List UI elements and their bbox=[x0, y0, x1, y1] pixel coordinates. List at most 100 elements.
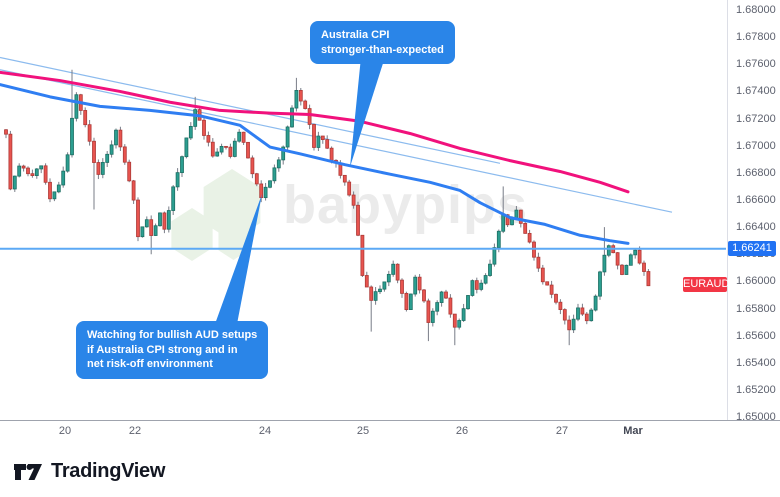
candle-down bbox=[329, 147, 334, 161]
callout-text-line: stronger-than-expected bbox=[321, 43, 444, 56]
candle-up bbox=[193, 109, 198, 127]
candle-down bbox=[646, 271, 651, 287]
symbol-price-badge: EURAUD bbox=[683, 276, 730, 292]
ma-pink[interactable] bbox=[0, 70, 630, 194]
time-axis-label: 26 bbox=[455, 425, 469, 437]
price-axis-label: 1.67600 bbox=[736, 58, 776, 71]
candle-down bbox=[620, 264, 624, 275]
price-axis-label: 1.66400 bbox=[736, 221, 776, 234]
candle-up bbox=[105, 153, 110, 163]
horizontal-line-price-badge[interactable]: 1.66241 bbox=[728, 241, 776, 257]
candle-up bbox=[457, 320, 462, 328]
time-axis-label: 20 bbox=[58, 425, 72, 437]
candle-down bbox=[162, 212, 167, 230]
candle-up bbox=[514, 209, 519, 219]
candle-up bbox=[606, 245, 611, 256]
price-axis-label: 1.67800 bbox=[736, 31, 776, 44]
price-axis-label: 1.65000 bbox=[736, 411, 776, 424]
candle-down bbox=[351, 194, 356, 206]
candle-up bbox=[413, 276, 418, 295]
candle-up bbox=[593, 295, 598, 311]
candle-down bbox=[48, 181, 52, 200]
candle-up bbox=[294, 90, 299, 109]
candle-down bbox=[303, 100, 308, 109]
candle-down bbox=[356, 204, 360, 236]
candle-up bbox=[215, 151, 220, 157]
candle-up bbox=[65, 154, 70, 172]
lower-trendline[interactable] bbox=[0, 69, 673, 213]
candle-up bbox=[34, 168, 39, 176]
candle-down bbox=[615, 252, 620, 266]
callout-australia-cpi[interactable]: Australia CPI stronger-than-expected bbox=[310, 21, 455, 65]
ma-blue[interactable] bbox=[0, 83, 630, 245]
candle-up bbox=[114, 129, 118, 146]
tradingview-logo[interactable]: TradingView bbox=[12, 458, 165, 484]
candle-down bbox=[87, 124, 92, 142]
candle-down bbox=[83, 110, 88, 126]
callout-watching-aud-setups[interactable]: Watching for bullish AUD setups if Austr… bbox=[76, 321, 269, 379]
candlestick-series[interactable] bbox=[4, 69, 651, 346]
callout-text-line: net risk-off environment bbox=[87, 358, 213, 371]
candle-up bbox=[483, 275, 488, 284]
tradingview-wordmark: TradingView bbox=[51, 459, 166, 482]
candle-up bbox=[479, 282, 484, 290]
time-axis-label: 25 bbox=[356, 425, 370, 437]
chart-pane[interactable]: babypips 1.68000 1.67800 1.67600 1.67400 1.6… bbox=[0, 0, 780, 445]
price-axis-label: 1.65200 bbox=[736, 383, 776, 396]
candle-down bbox=[554, 293, 558, 303]
candle-up bbox=[373, 291, 378, 301]
candle-down bbox=[8, 133, 13, 190]
candle-up bbox=[496, 230, 501, 248]
candle-up bbox=[276, 159, 281, 169]
candle-down bbox=[4, 129, 8, 135]
price-axis-label: 1.65600 bbox=[736, 329, 776, 342]
candle-down bbox=[320, 135, 325, 141]
candle-up bbox=[281, 146, 286, 161]
candle-down bbox=[549, 284, 554, 295]
candle-down bbox=[122, 146, 127, 163]
upper-trendline[interactable] bbox=[0, 56, 501, 164]
candle-down bbox=[448, 297, 453, 315]
candle-down bbox=[360, 234, 365, 276]
candle-down bbox=[325, 139, 330, 149]
candle-up bbox=[470, 280, 475, 296]
candle-up bbox=[576, 307, 580, 320]
candle-down bbox=[127, 161, 132, 182]
candle-up bbox=[492, 247, 497, 265]
candle-up bbox=[175, 172, 180, 188]
price-axis-label: 1.67200 bbox=[736, 112, 776, 125]
candle-up bbox=[290, 107, 294, 128]
candle-down bbox=[228, 146, 233, 157]
candle-up bbox=[571, 318, 576, 331]
candle-up bbox=[12, 175, 17, 190]
candle-up bbox=[171, 186, 176, 211]
candle-up bbox=[408, 293, 413, 311]
time-axis-label: 22 bbox=[128, 425, 142, 437]
candle-up bbox=[628, 254, 633, 266]
price-axis-label: 1.68000 bbox=[736, 4, 776, 16]
candle-down bbox=[298, 90, 303, 102]
candle-up bbox=[17, 165, 22, 177]
price-axis-label: 1.65400 bbox=[736, 356, 776, 369]
candle-down bbox=[206, 135, 211, 143]
candle-down bbox=[369, 286, 374, 301]
candle-up bbox=[589, 309, 594, 322]
candlestick-chart-canvas[interactable] bbox=[0, 0, 780, 445]
candle-up bbox=[391, 263, 396, 275]
candle-up bbox=[219, 145, 224, 153]
candle-up bbox=[382, 281, 387, 290]
candle-down bbox=[580, 307, 585, 315]
candle-up bbox=[598, 271, 602, 297]
price-axis-separator bbox=[727, 0, 728, 420]
candle-down bbox=[312, 124, 316, 148]
callout-text-line: Watching for bullish AUD setups bbox=[87, 329, 258, 341]
candle-down bbox=[254, 173, 259, 185]
candle-down bbox=[202, 119, 206, 136]
candle-down bbox=[562, 309, 567, 321]
callout-text-line: if Australia CPI strong and in bbox=[87, 343, 238, 356]
candle-up bbox=[109, 144, 114, 155]
trendlines[interactable] bbox=[0, 56, 673, 213]
candle-up bbox=[61, 170, 66, 186]
price-axis-label: 1.65800 bbox=[736, 302, 776, 315]
callout-text-line: Australia CPI bbox=[321, 29, 390, 41]
